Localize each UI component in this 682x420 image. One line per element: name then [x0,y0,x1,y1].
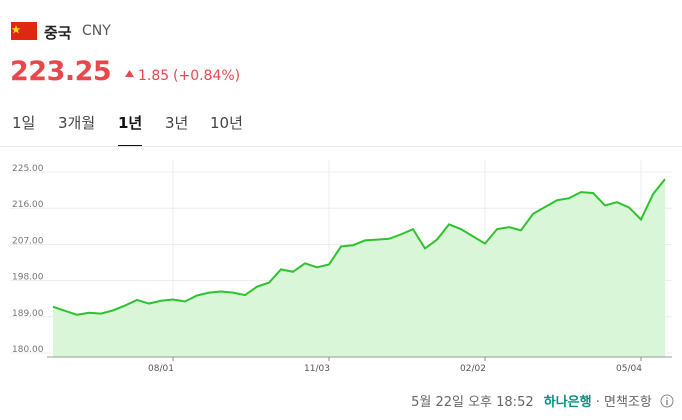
timestamp: 5월 22일 오후 18:52 [411,395,534,410]
tab[interactable]: 3년 [165,114,189,132]
line [52,178,666,316]
info-icon[interactable] [660,394,674,408]
area [53,179,665,357]
source: 하나은행 [543,395,592,410]
country: 중국 [44,24,72,42]
flag [11,22,37,40]
tab[interactable]: 3개월 [58,114,96,132]
tab[interactable]: 1일 [12,114,36,132]
x-tick-label: 11/03 [304,364,330,374]
x-tick-label: 05/04 [616,364,642,374]
y-tick-label: 180.00 [12,345,44,355]
y-tick-label: 225.00 [12,164,44,174]
chart: 180.00 189.00 198.00 207.00 216.00 225.00 08/0… [10,160,672,374]
currency: CNY [82,23,111,39]
x-tick-label: 08/01 [148,364,174,374]
y-tick-label: 198.00 [12,273,44,283]
y-tick-label: 216.00 [12,200,44,210]
separator: · [595,395,600,410]
price: 223.25 [10,56,112,87]
x-tick-label: 02/02 [460,364,486,374]
tabs: 1일 3개월 1년 3년 10년 [0,112,682,148]
change: 1.85 [138,68,170,84]
y-tick-label: 207.00 [12,236,44,246]
disclaimer[interactable]: 면책조항 [604,395,652,410]
footer: 5월 22일 오후 18:52 하나은행 · 면책조항 [411,391,674,410]
tab[interactable]: 10년 [210,114,243,132]
y-tick-label: 189.00 [12,309,44,319]
divider [0,146,682,147]
up-arrow [125,70,134,77]
change-percent: (+0.84%) [173,68,241,84]
